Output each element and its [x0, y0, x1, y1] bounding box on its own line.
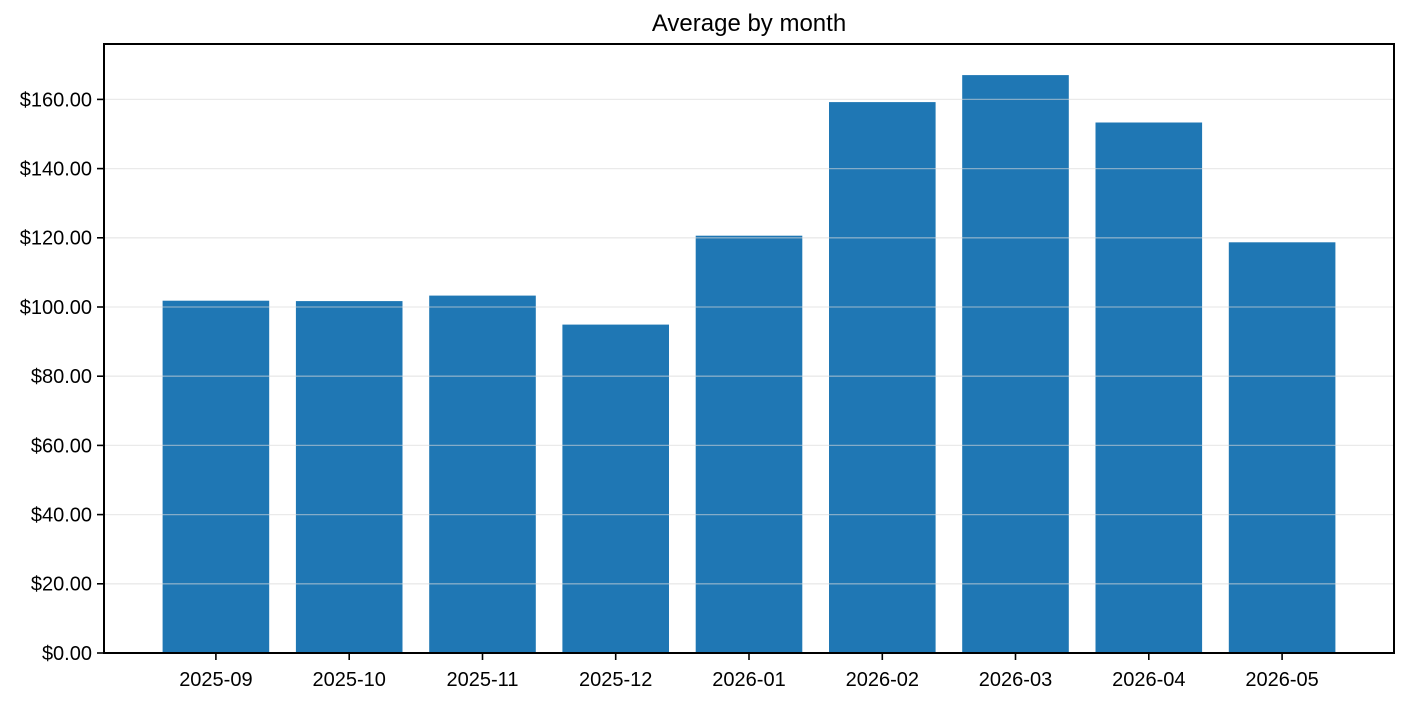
- y-tick-label: $160.00: [20, 89, 92, 111]
- bar: [695, 235, 803, 653]
- bar: [829, 102, 936, 654]
- x-tick-label: 2025-10: [312, 669, 385, 691]
- x-tick-label: 2026-02: [846, 669, 919, 691]
- bar: [295, 301, 403, 653]
- x-tick-label: 2025-12: [579, 669, 652, 691]
- bar: [1095, 122, 1203, 653]
- y-tick-label: $20.00: [31, 574, 92, 596]
- x-tick-label: 2026-04: [1112, 669, 1185, 691]
- y-tick-label: $120.00: [20, 228, 92, 250]
- x-tick-label: 2026-03: [979, 669, 1052, 691]
- x-tick-label: 2026-01: [712, 669, 785, 691]
- bar: [429, 295, 536, 653]
- bar: [162, 300, 270, 653]
- x-tick-label: 2026-05: [1245, 669, 1318, 691]
- y-tick-label: $100.00: [20, 297, 92, 319]
- y-tick-label: $80.00: [31, 366, 92, 388]
- bar: [962, 75, 1069, 654]
- bar: [562, 324, 669, 653]
- y-tick-label: $60.00: [31, 435, 92, 457]
- x-tick-label: 2025-11: [447, 669, 519, 691]
- y-tick-label: $40.00: [31, 505, 92, 527]
- y-tick-label: $0.00: [42, 643, 92, 665]
- bar: [1228, 242, 1336, 654]
- y-tick-label: $140.00: [20, 159, 92, 181]
- chart-title: Average by month: [651, 10, 847, 37]
- x-tick-label: 2025-09: [179, 669, 252, 691]
